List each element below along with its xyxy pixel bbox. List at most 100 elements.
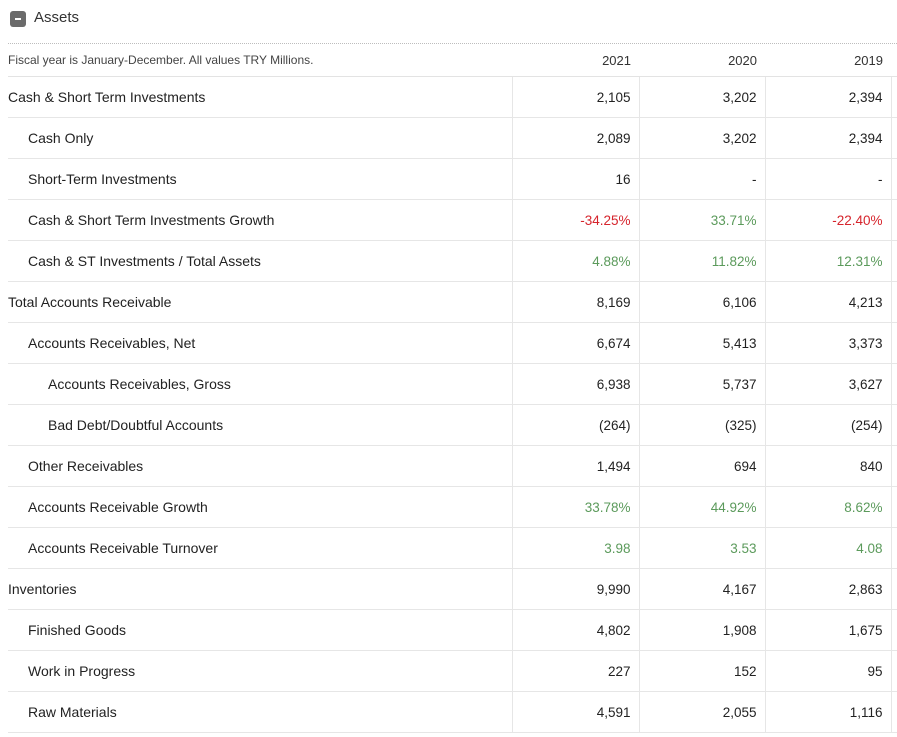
row-spacer [890, 650, 897, 692]
value-cell-2020: 3,202 [638, 76, 765, 118]
value-cell-2019: (254) [764, 404, 891, 446]
value-cell-2021: 2,089 [511, 117, 639, 159]
value-cell-2020: 3,202 [638, 117, 765, 159]
value-cell-2020: 1,908 [638, 609, 765, 651]
row-label: Cash & Short Term Investments [8, 76, 512, 118]
row-spacer [890, 363, 897, 405]
table-row: Short-Term Investments 16- - [8, 158, 897, 200]
row-label: Accounts Receivable Growth [8, 486, 512, 528]
table-row: Inventories 9,990 4,167 2,863 [8, 568, 897, 610]
value-cell-2019: 2,394 [764, 76, 891, 118]
value-cell-2020: (325) [638, 404, 765, 446]
table-row: Accounts Receivable Turnover 3.98 3.53 4.08 [8, 527, 897, 569]
value-cell-2019: 4,213 [764, 281, 891, 323]
value-cell-2021: 4,591 [511, 691, 639, 733]
assets-section-header: Assets [0, 0, 897, 44]
row-label: Finished Goods [8, 609, 512, 651]
value-cell-2020: 3.53 [638, 527, 765, 569]
value-cell-2019: 8.62% [764, 486, 891, 528]
table-row: Accounts Receivable Growth 33.78% 44.92% 8.… [8, 486, 897, 528]
value-cell-2020: 33.71% [638, 199, 765, 241]
table-row: Cash Only 2,089 3,202 2,394 [8, 117, 897, 159]
row-label: Accounts Receivable Turnover [8, 527, 512, 569]
value-cell-2019: 95 [764, 650, 891, 692]
value-cell-2021: 8,169 [511, 281, 639, 323]
value-cell-2019: 1,675 [764, 609, 891, 651]
value-cell-2019: 2,394 [764, 117, 891, 159]
value-cell-2019: 12.31% [764, 240, 891, 282]
collapse-minus-icon[interactable] [10, 11, 26, 27]
value-cell-2019: 3,373 [764, 322, 891, 364]
value-cell-2020: 152 [638, 650, 765, 692]
table-row: Work in Progress 227 152 95 [8, 650, 897, 692]
value-cell-2020: 4,167 [638, 568, 765, 610]
year-header: 2020 [639, 44, 765, 77]
row-spacer [890, 240, 897, 282]
table-row: Raw Materials 4,591 2,055 1,116 [8, 691, 897, 733]
table-row: Accounts Receivables, Net 6,674 5,413 3,373 [8, 322, 897, 364]
value-cell-2021: -34.25% [511, 199, 639, 241]
row-label: Bad Debt/Doubtful Accounts [8, 404, 512, 446]
row-label: Other Receivables [8, 445, 512, 487]
table-row: Other Receivables 1,494 694 840 [8, 445, 897, 487]
value-cell-2020: 2,055 [638, 691, 765, 733]
year-header: 2019 [765, 44, 891, 77]
value-cell-2019: - [764, 158, 891, 200]
header-spacer [891, 44, 897, 77]
row-spacer [890, 281, 897, 323]
value-cell-2021: 227 [511, 650, 639, 692]
table-row: Finished Goods 4,802 1,908 1,675 [8, 609, 897, 651]
row-label: Accounts Receivables, Gross [8, 363, 512, 405]
value-cell-2021: 9,990 [511, 568, 639, 610]
row-label: Cash & Short Term Investments Growth [8, 199, 512, 241]
value-cell-2020: 44.92% [638, 486, 765, 528]
row-spacer [890, 486, 897, 528]
value-cell-2019: 1,116 [764, 691, 891, 733]
row-label: Inventories [8, 568, 512, 610]
value-cell-2021: 2,105 [511, 76, 639, 118]
row-spacer [890, 322, 897, 364]
row-spacer [890, 404, 897, 446]
value-cell-2021: 33.78% [511, 486, 639, 528]
assets-table: Fiscal year is January-December. All val… [8, 44, 897, 733]
year-header: 2021 [512, 44, 639, 77]
table-row: Cash & ST Investments / Total Assets 4.88… [8, 240, 897, 282]
table-header-row: Fiscal year is January-December. All val… [8, 44, 897, 77]
row-spacer [890, 158, 897, 200]
row-label: Short-Term Investments [8, 158, 512, 200]
value-cell-2021: 16 [511, 158, 639, 200]
value-cell-2020: 5,737 [638, 363, 765, 405]
row-spacer [890, 568, 897, 610]
row-label: Raw Materials [8, 691, 512, 733]
row-spacer [890, 609, 897, 651]
value-cell-2021: 1,494 [511, 445, 639, 487]
section-title: Assets [34, 9, 80, 26]
value-cell-2020: 5,413 [638, 322, 765, 364]
table-row: Bad Debt/Doubtful Accounts (264) (325) (254… [8, 404, 897, 446]
row-label: Work in Progress [8, 650, 512, 692]
value-cell-2021: 6,938 [511, 363, 639, 405]
row-spacer [890, 76, 897, 118]
table-row: Total Accounts Receivable 8,169 6,106 4,213 [8, 281, 897, 323]
value-cell-2021: 3.98 [511, 527, 639, 569]
row-spacer [890, 445, 897, 487]
row-spacer [890, 199, 897, 241]
row-label: Cash & ST Investments / Total Assets [8, 240, 512, 282]
value-cell-2019: 3,627 [764, 363, 891, 405]
row-spacer [890, 527, 897, 569]
value-cell-2019: 4.08 [764, 527, 891, 569]
value-cell-2019: 2,863 [764, 568, 891, 610]
row-label: Total Accounts Receivable [8, 281, 512, 323]
row-label: Cash Only [8, 117, 512, 159]
table-row: Cash & Short Term Investments 2,105 3,202 2… [8, 76, 897, 118]
value-cell-2021: (264) [511, 404, 639, 446]
value-cell-2021: 4.88% [511, 240, 639, 282]
table-row: Accounts Receivables, Gross 6,938 5,737 3,6… [8, 363, 897, 405]
row-spacer [890, 117, 897, 159]
table-row: Cash & Short Term Investments Growth -34.… [8, 199, 897, 241]
fiscal-year-note: Fiscal year is January-December. All val… [8, 44, 512, 77]
value-cell-2019: 840 [764, 445, 891, 487]
value-cell-2020: 11.82% [638, 240, 765, 282]
value-cell-2020: 6,106 [638, 281, 765, 323]
row-spacer [890, 691, 897, 733]
